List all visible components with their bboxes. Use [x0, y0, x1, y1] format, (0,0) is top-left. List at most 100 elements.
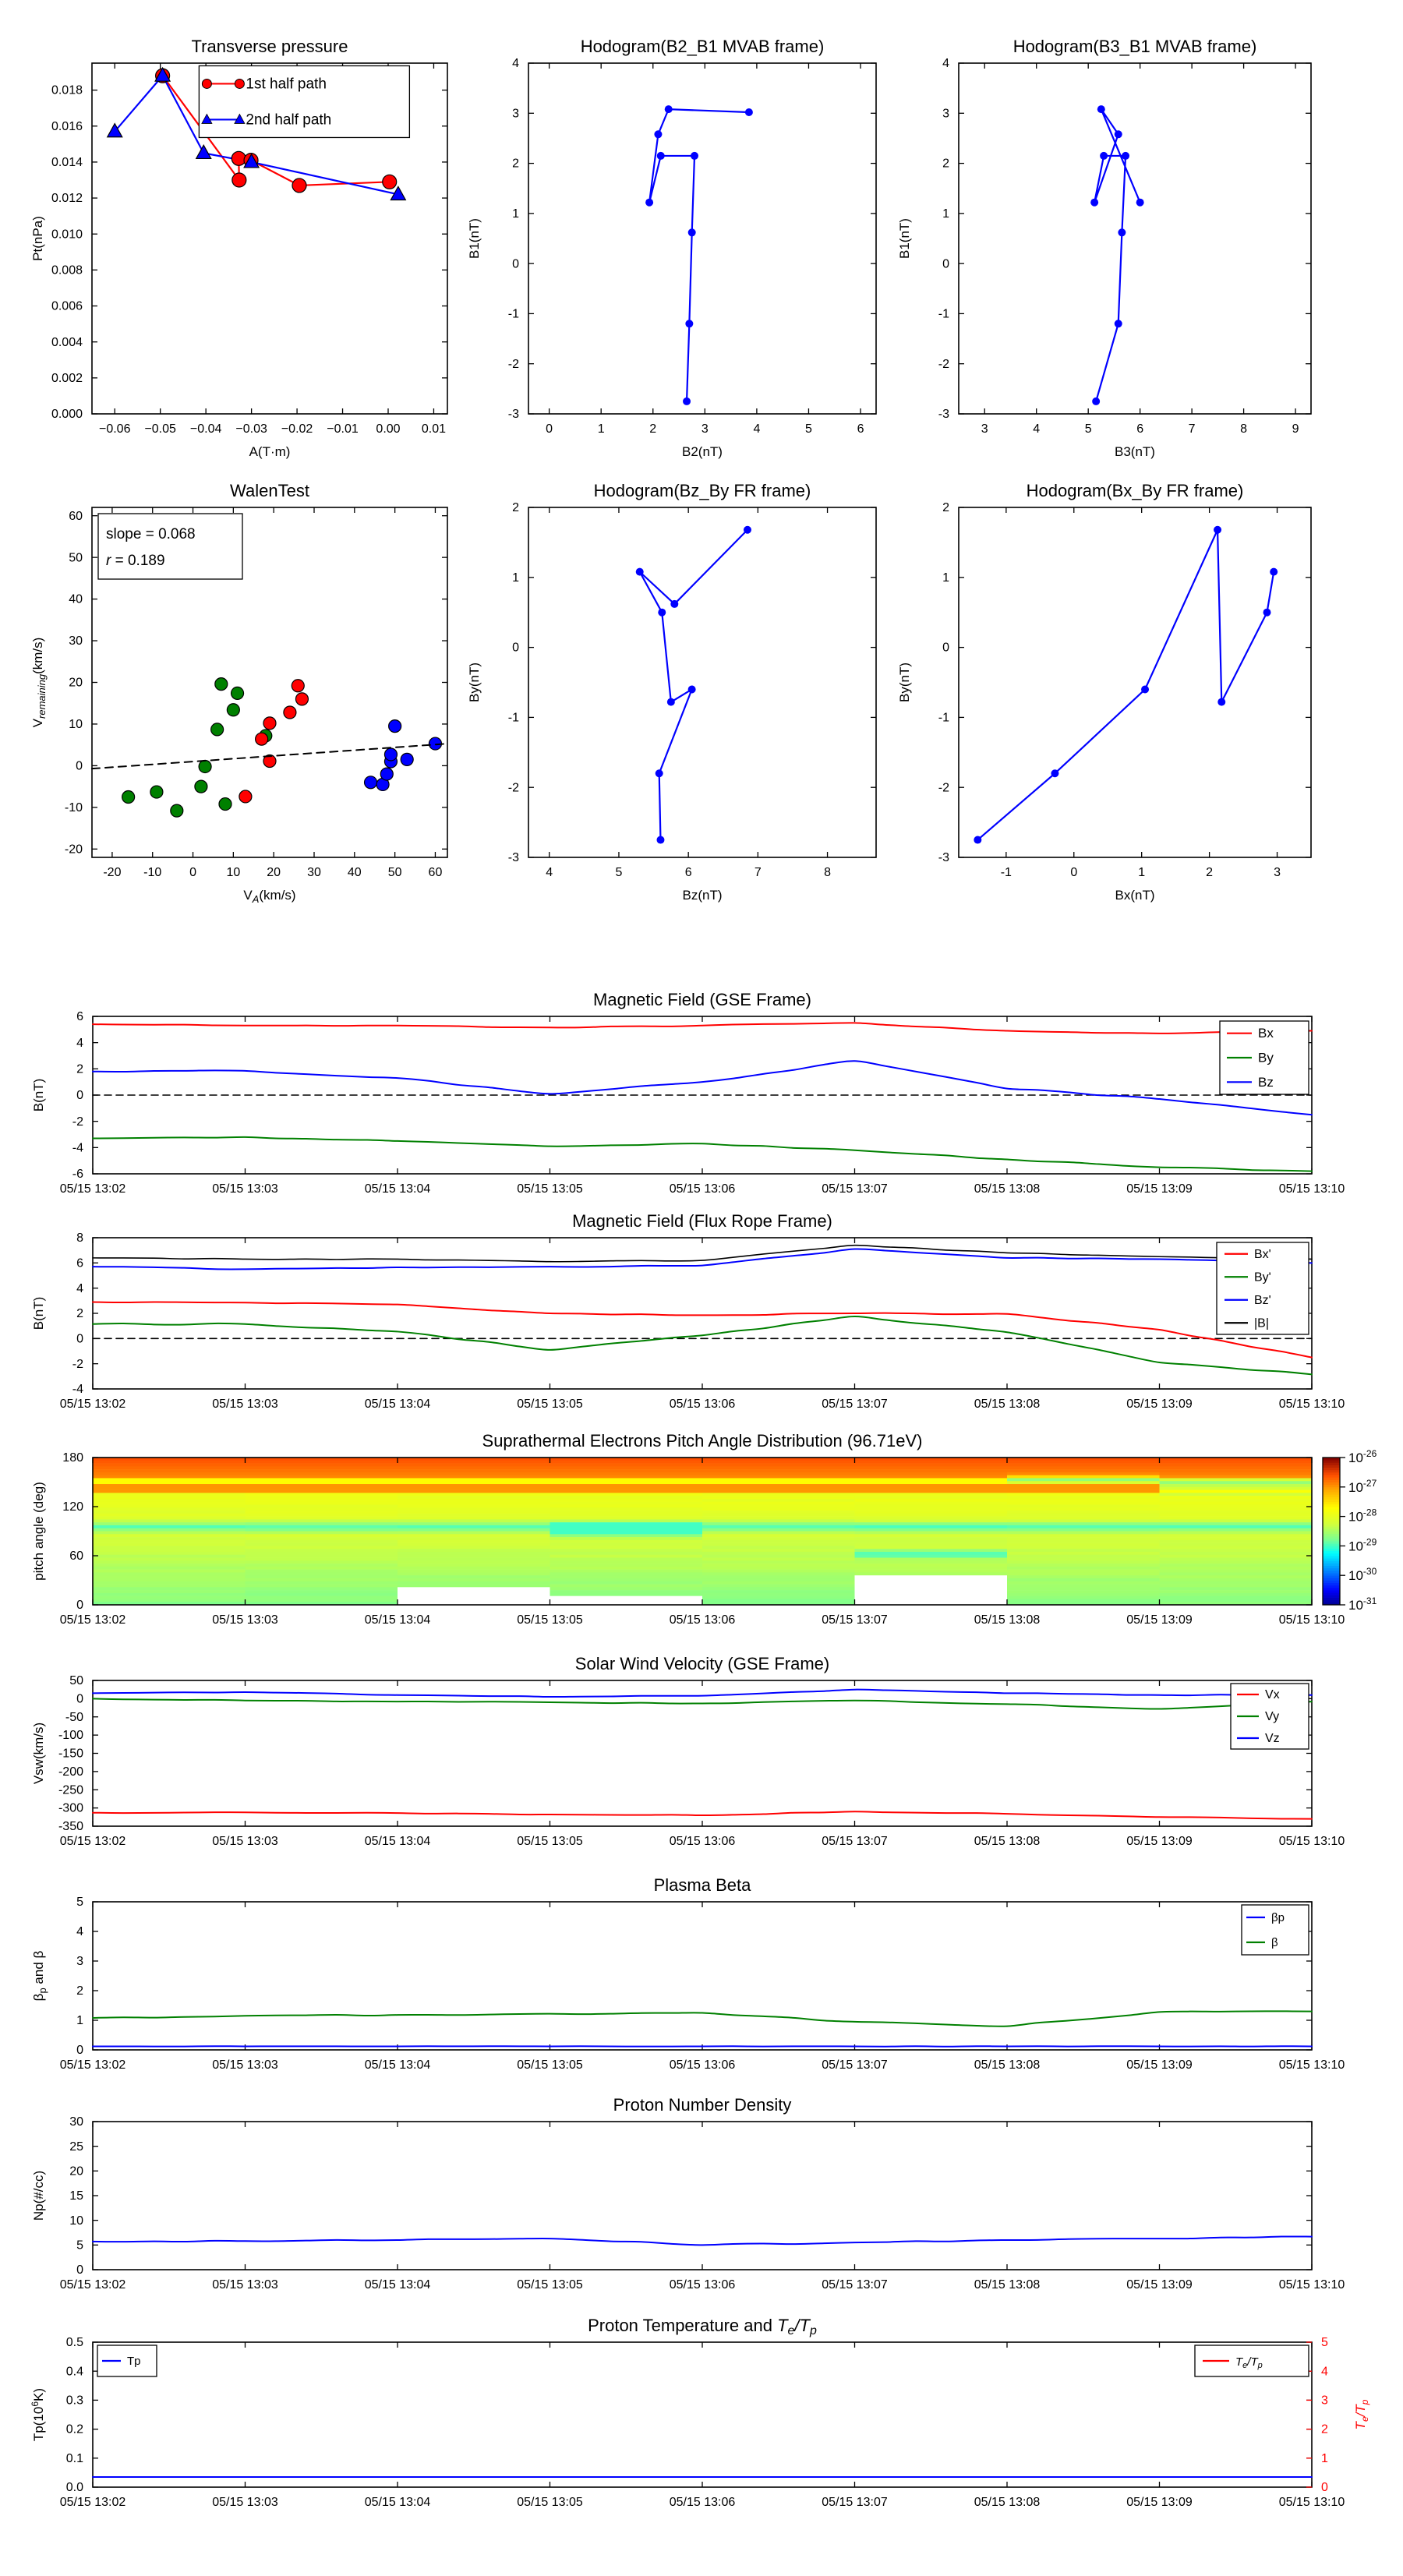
svg-text:-2: -2: [938, 358, 949, 371]
svg-text:-6: -6: [72, 1168, 83, 1181]
svg-text:05/15 13:07: 05/15 13:07: [822, 1398, 888, 1411]
svg-text:2: 2: [512, 501, 519, 514]
svg-text:05/15 13:10: 05/15 13:10: [1279, 1398, 1345, 1411]
svg-text:Bx': Bx': [1254, 1248, 1271, 1261]
svg-text:05/15 13:04: 05/15 13:04: [365, 1835, 431, 1848]
svg-text:60: 60: [69, 510, 83, 523]
svg-text:05/15 13:02: 05/15 13:02: [60, 1835, 126, 1848]
svg-text:7: 7: [1189, 422, 1196, 436]
svg-text:05/15 13:02: 05/15 13:02: [60, 1398, 126, 1411]
svg-text:05/15 13:03: 05/15 13:03: [212, 1182, 278, 1196]
svg-text:0: 0: [76, 760, 83, 773]
svg-text:05/15 13:09: 05/15 13:09: [1126, 2278, 1193, 2292]
svg-text:2: 2: [1321, 2423, 1328, 2436]
svg-text:WalenTest: WalenTest: [230, 481, 309, 500]
svg-text:-2: -2: [938, 781, 949, 794]
svg-text:-1: -1: [1001, 866, 1012, 879]
svg-text:05/15 13:09: 05/15 13:09: [1126, 1835, 1193, 1848]
svg-text:0.00: 0.00: [376, 422, 400, 436]
svg-text:5: 5: [1085, 422, 1092, 436]
svg-text:Bz': Bz': [1254, 1294, 1271, 1307]
svg-text:Bz(nT): Bz(nT): [683, 888, 723, 903]
svg-text:-2: -2: [72, 1115, 83, 1129]
svg-text:1: 1: [942, 207, 949, 221]
svg-text:05/15 13:06: 05/15 13:06: [670, 1182, 736, 1196]
svg-text:10: 10: [69, 718, 83, 731]
svg-text:05/15 13:08: 05/15 13:08: [974, 2496, 1041, 2509]
svg-text:05/15 13:09: 05/15 13:09: [1126, 2496, 1193, 2509]
svg-text:0.3: 0.3: [66, 2394, 83, 2408]
svg-text:3: 3: [1274, 866, 1281, 879]
svg-text:1: 1: [598, 422, 605, 436]
svg-text:-300: -300: [58, 1802, 83, 1815]
svg-text:05/15 13:10: 05/15 13:10: [1279, 2058, 1345, 2072]
svg-text:2: 2: [1206, 866, 1213, 879]
svg-text:05/15 13:10: 05/15 13:10: [1279, 2278, 1345, 2292]
svg-text:05/15 13:04: 05/15 13:04: [365, 2278, 431, 2292]
svg-text:05/15 13:08: 05/15 13:08: [974, 1613, 1041, 1627]
svg-text:05/15 13:08: 05/15 13:08: [974, 2058, 1041, 2072]
svg-text:-20: -20: [65, 843, 83, 856]
svg-text:10: 10: [69, 2214, 83, 2228]
svg-text:1: 1: [1138, 866, 1145, 879]
svg-text:1st half path: 1st half path: [246, 76, 327, 93]
svg-text:1: 1: [942, 571, 949, 585]
svg-text:0.000: 0.000: [51, 408, 83, 421]
svg-text:4: 4: [76, 1037, 83, 1050]
svg-text:0: 0: [546, 422, 553, 436]
svg-text:05/15 13:10: 05/15 13:10: [1279, 1613, 1345, 1627]
svg-text:05/15 13:08: 05/15 13:08: [974, 1182, 1041, 1196]
svg-text:Solar Wind Velocity (GSE Frame: Solar Wind Velocity (GSE Frame): [575, 1654, 829, 1673]
svg-text:4: 4: [76, 1282, 83, 1295]
svg-text:20: 20: [69, 2164, 83, 2178]
svg-text:05/15 13:07: 05/15 13:07: [822, 2278, 888, 2292]
svg-text:05/15 13:02: 05/15 13:02: [60, 1613, 126, 1627]
svg-text:0.012: 0.012: [51, 192, 83, 205]
svg-text:B3(nT): B3(nT): [1115, 444, 1155, 459]
svg-text:−0.01: −0.01: [327, 422, 359, 436]
svg-text:15: 15: [69, 2189, 83, 2203]
svg-text:05/15 13:07: 05/15 13:07: [822, 1835, 888, 1848]
svg-text:0.2: 0.2: [66, 2423, 83, 2436]
svg-text:05/15 13:03: 05/15 13:03: [212, 1398, 278, 1411]
svg-text:0: 0: [512, 257, 519, 270]
svg-text:-3: -3: [508, 851, 519, 864]
svg-text:0.0: 0.0: [66, 2481, 83, 2494]
svg-text:2: 2: [512, 157, 519, 171]
svg-text:20: 20: [69, 677, 83, 690]
svg-text:5: 5: [616, 866, 623, 879]
svg-text:3: 3: [702, 422, 709, 436]
svg-text:05/15 13:06: 05/15 13:06: [670, 2496, 736, 2509]
svg-text:9: 9: [1292, 422, 1299, 436]
svg-text:By': By': [1254, 1270, 1271, 1284]
svg-text:−0.06: −0.06: [99, 422, 131, 436]
svg-text:3: 3: [981, 422, 988, 436]
svg-text:1: 1: [76, 2014, 83, 2027]
svg-text:-200: -200: [58, 1765, 83, 1779]
svg-text:2: 2: [649, 422, 656, 436]
svg-text:3: 3: [76, 1955, 83, 1968]
svg-text:β: β: [1271, 1936, 1278, 1949]
svg-text:05/15 13:04: 05/15 13:04: [365, 2496, 431, 2509]
svg-text:40: 40: [348, 866, 362, 879]
svg-text:-50: -50: [65, 1711, 83, 1724]
svg-text:4: 4: [76, 1925, 83, 1938]
svg-text:B2(nT): B2(nT): [682, 444, 723, 459]
svg-text:Hodogram(Bx_By FR frame): Hodogram(Bx_By FR frame): [1027, 481, 1244, 500]
svg-text:1: 1: [1321, 2452, 1328, 2465]
svg-text:8: 8: [76, 1231, 83, 1245]
svg-text:05/15 13:10: 05/15 13:10: [1279, 1182, 1345, 1196]
svg-text:0: 0: [76, 1599, 83, 1612]
svg-text:-10: -10: [143, 866, 161, 879]
svg-text:0.006: 0.006: [51, 300, 83, 313]
svg-text:B(nT): B(nT): [31, 1297, 46, 1330]
svg-text:Tp: Tp: [127, 2355, 141, 2368]
svg-text:05/15 13:05: 05/15 13:05: [517, 2496, 583, 2509]
svg-text:VA(km/s): VA(km/s): [243, 888, 295, 905]
svg-text:6: 6: [685, 866, 692, 879]
svg-text:A(T·m): A(T·m): [249, 444, 291, 459]
svg-text:4: 4: [546, 866, 553, 879]
svg-text:05/15 13:04: 05/15 13:04: [365, 2058, 431, 2072]
svg-text:60: 60: [429, 866, 443, 879]
svg-text:−0.05: −0.05: [144, 422, 176, 436]
